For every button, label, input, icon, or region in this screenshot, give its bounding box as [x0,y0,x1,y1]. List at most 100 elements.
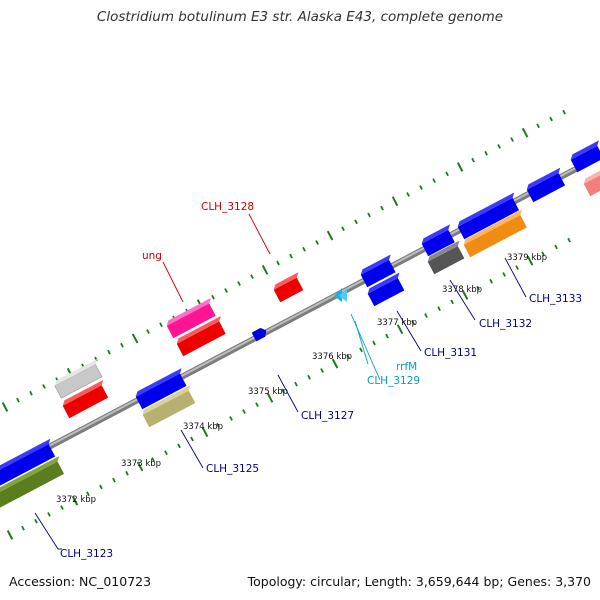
feature-label-clh-3131[interactable]: CLH_3131 [424,347,477,359]
tick-mark [255,402,259,408]
tick-mark [341,226,345,232]
tick-mark [432,178,436,184]
accession-text: Accession: NC_010723 [9,574,152,589]
tick-mark [331,358,339,369]
tick-mark [396,324,404,335]
gene-block[interactable] [53,358,106,399]
tick-mark [276,260,280,266]
tick-mark [437,306,441,312]
gene-block-clh-3123[interactable] [0,438,59,490]
tick-mark [237,281,241,286]
gene-block[interactable] [61,379,112,419]
tick-mark [380,205,384,211]
feature-labels: ung CLH_3128 CLH_3123 CLH_3125 CLH_3127 … [60,201,582,560]
tick-mark [190,436,194,442]
ruler-label: 3375 kbp [248,387,288,397]
topology-text: Topology: circular; Length: 3,659,644 bp… [247,574,591,589]
tick-mark [326,230,334,241]
tick-mark [6,530,14,540]
tick-mark [526,255,534,266]
gene-block[interactable] [141,385,199,428]
tick-mark [125,470,129,476]
tick-mark [471,157,475,163]
tick-mark [320,368,324,373]
tick-mark [29,390,33,396]
tick-mark [86,491,90,497]
leader-lines [34,213,527,550]
gene-block[interactable] [251,326,269,342]
gene-block[interactable] [456,192,523,240]
gene-block[interactable] [420,224,458,257]
tick-mark [515,265,519,270]
gene-block[interactable] [582,169,600,197]
tick-mark [99,484,103,490]
tick-mark [16,397,20,403]
gene-block-clh-3125[interactable] [134,368,190,410]
gene-block-ung[interactable] [165,298,219,339]
tick-mark [385,333,389,339]
feature-label-clh-3125[interactable]: CLH_3125 [206,463,259,475]
feature-label-clh-3128[interactable]: CLH_3128 [201,201,254,213]
feature-label-clh-3127[interactable]: CLH_3127 [301,410,354,422]
feature-label-clh-3123[interactable]: CLH_3123 [60,548,113,560]
tick-mark [445,171,449,177]
tick-mark [315,240,319,245]
tick-mark [541,251,545,257]
feature-label-ung[interactable]: ung [142,250,162,262]
tick-mark [294,381,298,387]
tick-mark [42,384,46,389]
tick-mark [476,285,480,291]
tick-mark [354,219,358,225]
tick-mark [1,402,9,412]
tick-mark [419,185,423,190]
gene-block-clh-3129[interactable] [359,254,399,288]
tick-mark [151,457,155,462]
gene-block[interactable] [0,456,68,512]
inner-tick-track [6,237,571,540]
ruler-label: 3376 kbp [312,352,352,362]
tick-mark [159,322,163,328]
gene-block-clh-3133[interactable] [462,209,531,258]
ruler-label: 3377 kbp [377,318,417,328]
ruler-label: 3374 kbp [183,422,223,432]
tick-mark [411,320,415,325]
gene-block[interactable] [525,167,569,203]
tick-mark [261,264,269,275]
tick-mark [359,347,363,353]
tick-mark [346,354,350,360]
tick-mark [461,290,469,300]
tick-mark [146,329,150,334]
feature-label-rrfm[interactable]: rrfM [396,361,417,373]
ruler-labels: 3372 kbp 3373 kbp 3374 kbp 3375 kbp 3376… [56,253,547,505]
gene-block[interactable] [175,316,229,357]
tick-mark [554,244,558,250]
tick-mark [201,427,209,438]
rna-feature-rrfm[interactable] [334,288,347,302]
map-title: Clostridium botulinum E3 str. Alaska E43… [96,9,504,25]
gene-block-clh-3132[interactable] [426,240,468,275]
tick-mark [289,253,293,259]
tick-mark [497,144,501,149]
tick-mark [131,333,139,344]
tick-mark [536,123,540,129]
tick-mark [71,495,79,506]
tick-mark [34,518,38,524]
tick-mark [177,443,181,449]
tick-mark [107,349,111,355]
gene-block-clh-3131[interactable] [366,272,408,307]
feature-label-clh-3133[interactable]: CLH_3133 [529,293,582,305]
tick-mark [406,192,410,197]
tick-mark [424,313,428,318]
tick-mark [250,274,254,280]
tick-mark [112,477,116,483]
feature-label-clh-3129[interactable]: CLH_3129 [367,375,420,387]
feature-label-clh-3132[interactable]: CLH_3132 [479,318,532,330]
tick-mark [372,340,376,346]
tick-mark [281,388,285,394]
tick-mark [120,342,124,348]
gene-block[interactable] [569,140,600,173]
tick-mark [60,505,64,510]
gene-block-clh-3128[interactable] [272,272,307,303]
